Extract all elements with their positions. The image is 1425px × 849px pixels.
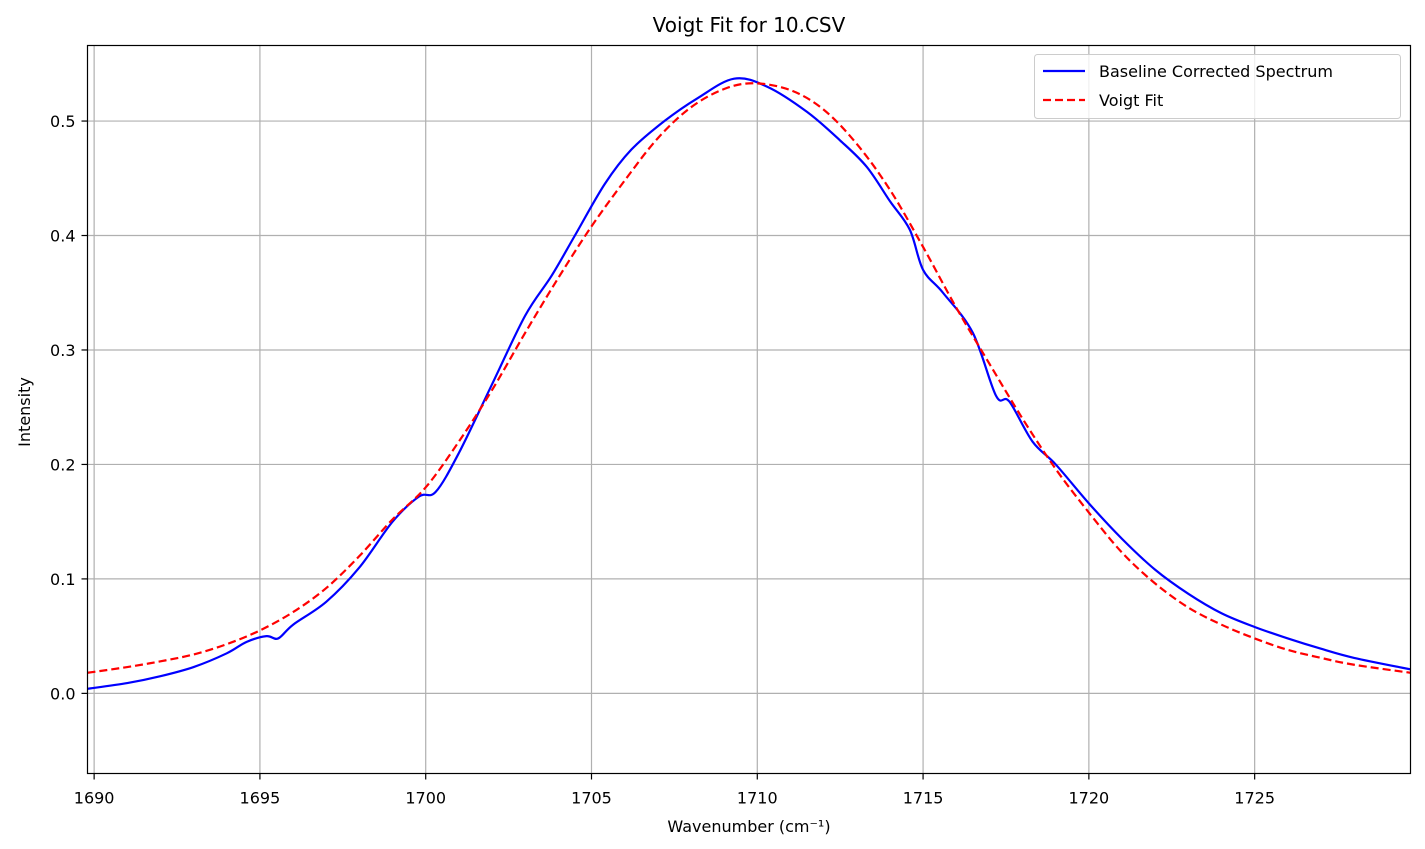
y-tick-label: 0.2	[50, 455, 75, 474]
x-tick-label: 1695	[240, 789, 281, 808]
x-ticks: 1690 1695 1700 1705 1710 1715 1720 1725	[74, 773, 1275, 808]
y-ticks: 0.0 0.1 0.2 0.3 0.4 0.5	[50, 112, 88, 703]
x-tick-label: 1705	[571, 789, 612, 808]
y-tick-label: 0.5	[50, 112, 75, 131]
grid	[87, 45, 1411, 774]
legend: Baseline Corrected Spectrum Voigt Fit	[1034, 54, 1401, 119]
x-tick-label: 1710	[737, 789, 778, 808]
series-line-spectrum	[87, 77, 1411, 690]
x-axis-label: Wavenumber (cm⁻¹)	[667, 817, 830, 836]
y-tick-label: 0.1	[50, 570, 75, 589]
x-tick-label: 1700	[405, 789, 446, 808]
x-tick-label: 1715	[903, 789, 944, 808]
y-tick-label: 0.4	[50, 227, 75, 246]
y-tick-label: 0.0	[50, 684, 75, 703]
x-tick-label: 1720	[1069, 789, 1110, 808]
x-tick-label: 1690	[74, 789, 115, 808]
plot-frame	[86, 44, 1412, 775]
series-line-voigt-fit	[87, 82, 1411, 674]
x-tick-label: 1725	[1234, 789, 1275, 808]
legend-label-spectrum: Baseline Corrected Spectrum	[1099, 62, 1333, 81]
y-axis-label: Intensity	[15, 377, 34, 447]
series-layer	[87, 77, 1411, 690]
y-tick-label: 0.3	[50, 341, 75, 360]
legend-label-voigt: Voigt Fit	[1099, 91, 1163, 110]
legend-box	[1034, 54, 1401, 119]
chart-title: Voigt Fit for 10.CSV	[653, 13, 846, 37]
